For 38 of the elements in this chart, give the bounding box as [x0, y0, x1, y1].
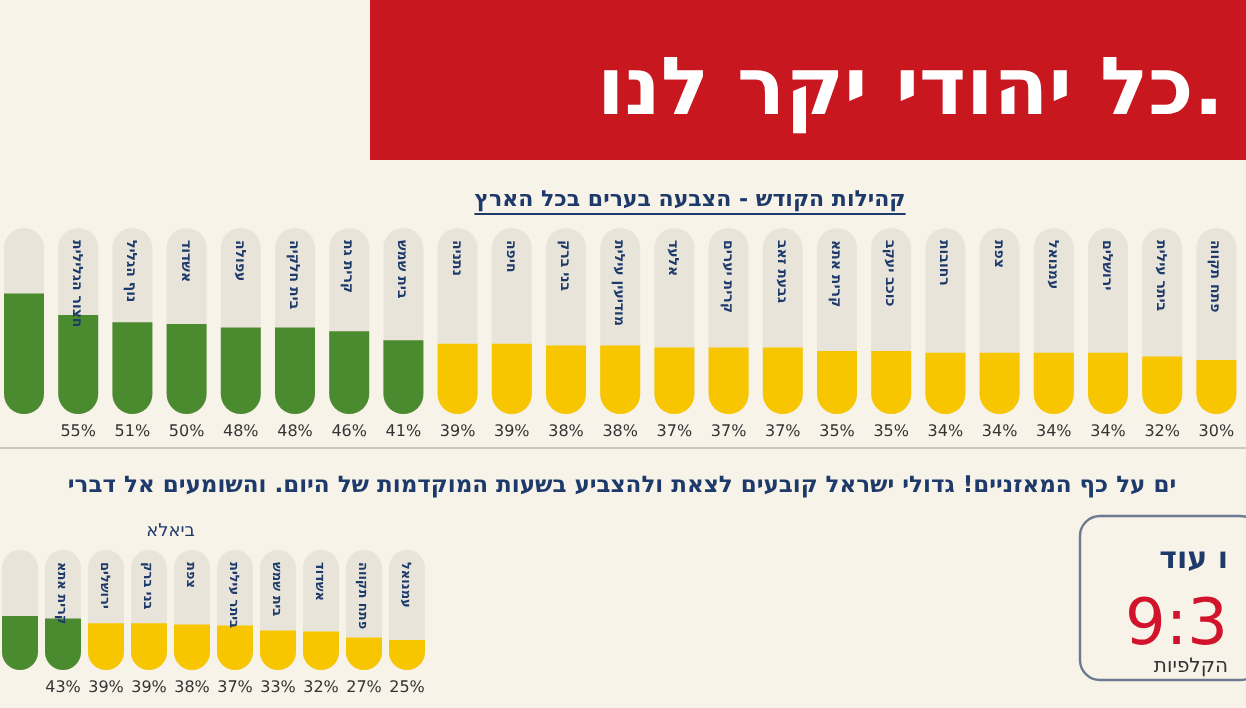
value-label: 41% — [385, 422, 422, 440]
value-label: 55% — [60, 422, 96, 440]
value-label: 33% — [260, 678, 296, 696]
value-label: 32% — [1144, 422, 1180, 440]
value-label: 46% — [331, 422, 367, 440]
value-label: 48% — [223, 422, 259, 440]
annotation: ו עוד — [1159, 540, 1228, 576]
value-label: 50% — [168, 422, 205, 440]
value-label: 35% — [873, 422, 909, 440]
value-label: 37% — [710, 422, 747, 440]
chart-subtitle: ביאלא — [146, 522, 195, 542]
value-label: 38% — [548, 422, 584, 440]
value-label: 43% — [45, 678, 81, 696]
chart-title: קהילות הקודש - הצבעה בערים בכל הארץ — [474, 186, 906, 212]
value-label: 51% — [114, 422, 151, 440]
annotation: 9:3 — [1125, 584, 1228, 660]
value-label: 34% — [1090, 422, 1126, 440]
value-label: 38% — [174, 678, 210, 696]
chart-title: ים על כף המאזניים! גדולי ישראל קובעים לצאת ולהצביע בשעות המוקדמות של היום. והשומעים אל דברי — [67, 470, 1177, 498]
value-label: 25% — [389, 678, 425, 696]
value-label: 38% — [602, 422, 638, 440]
annotation: הקלפיות — [1153, 656, 1228, 678]
value-label: 34% — [927, 422, 964, 440]
value-label: 37% — [656, 422, 693, 440]
value-label: 39% — [494, 422, 530, 440]
value-label: 34% — [981, 422, 1018, 440]
value-label: 35% — [819, 422, 855, 440]
value-label: 34% — [1036, 422, 1072, 440]
value-label: 48% — [277, 422, 313, 440]
value-label: 32% — [303, 678, 339, 696]
value-label: 30% — [1198, 422, 1235, 440]
value-label: 27% — [346, 678, 382, 696]
value-label: 37% — [765, 422, 801, 440]
value-label: 39% — [131, 678, 167, 696]
value-label: 39% — [439, 422, 476, 440]
chart-title: כל יהודי יקר לנו. — [597, 42, 1224, 134]
value-label: 39% — [88, 678, 124, 696]
value-label: 37% — [217, 678, 253, 696]
